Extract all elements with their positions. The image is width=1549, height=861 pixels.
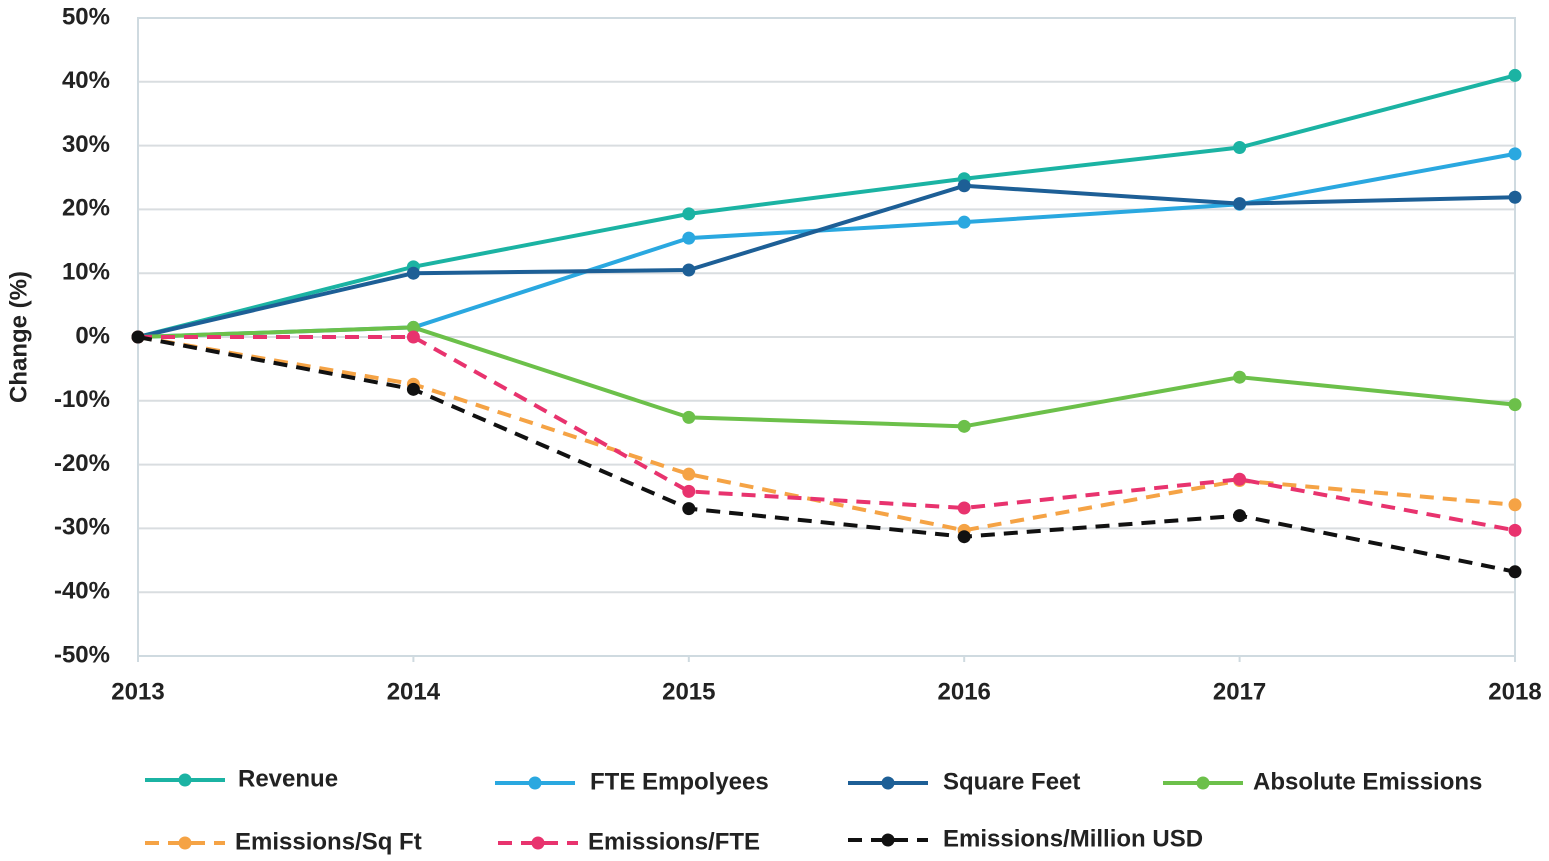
point [1508,68,1522,82]
y-tick-label: 30% [62,131,110,158]
point [682,410,696,424]
legend-marker [881,833,895,847]
y-tick-label: -20% [54,450,110,477]
point [1233,141,1247,155]
series-line [137,335,1516,533]
y-axis-label: Change (%) [5,271,32,403]
point [406,382,420,396]
y-tick-label: -10% [54,386,110,413]
legend-label: FTE Empolyees [590,768,769,795]
series-line [137,151,1516,339]
legend-label: Emissions/Million USD [943,825,1203,852]
point [406,320,420,334]
x-tick-label: 2014 [387,678,441,705]
point [1508,565,1522,579]
point [1233,509,1247,523]
point [957,179,971,193]
point [1508,190,1522,204]
y-tick-label: 20% [62,195,110,222]
y-tick-label: 40% [62,67,110,94]
series-line [137,335,1516,574]
legend-marker [881,776,895,790]
legend-marker [1196,776,1210,790]
legend-label: Emissions/Sq Ft [235,828,422,855]
legend-label: Square Feet [943,768,1080,795]
legend-label: Absolute Emissions [1253,768,1482,795]
legend-label: Revenue [238,765,338,792]
x-tick-label: 2016 [938,678,991,705]
series-line [138,335,1516,533]
point [131,330,145,344]
point [1233,472,1247,486]
point [1233,197,1247,211]
point [682,207,696,221]
point [682,263,696,277]
series-line [137,183,1516,339]
point [957,419,971,433]
series-line [137,73,1516,339]
legend-marker [531,836,545,850]
point [1508,147,1522,161]
y-tick-label: -50% [54,641,110,668]
x-tick-label: 2015 [662,678,715,705]
x-tick-label: 2013 [111,678,164,705]
y-tick-label: 50% [62,3,110,30]
point [682,231,696,245]
point [406,330,420,344]
legend-marker [178,836,192,850]
point [1508,498,1522,512]
point [406,266,420,280]
point [682,484,696,498]
y-tick-label: 10% [62,259,110,286]
y-tick-label: -30% [54,514,110,541]
series-line [137,325,1516,429]
point [1508,523,1522,537]
point [682,502,696,516]
point [957,530,971,544]
legend-marker [528,776,542,790]
legend-marker [178,773,192,787]
y-tick-label: -40% [54,578,110,605]
legend-label: Emissions/FTE [588,828,760,855]
point [1508,398,1522,412]
point [957,215,971,229]
x-tick-label: 2017 [1213,678,1266,705]
point [957,501,971,515]
y-tick-label: 0% [75,322,110,349]
x-tick-label: 2018 [1488,678,1541,705]
point [682,467,696,481]
point [1233,370,1247,384]
